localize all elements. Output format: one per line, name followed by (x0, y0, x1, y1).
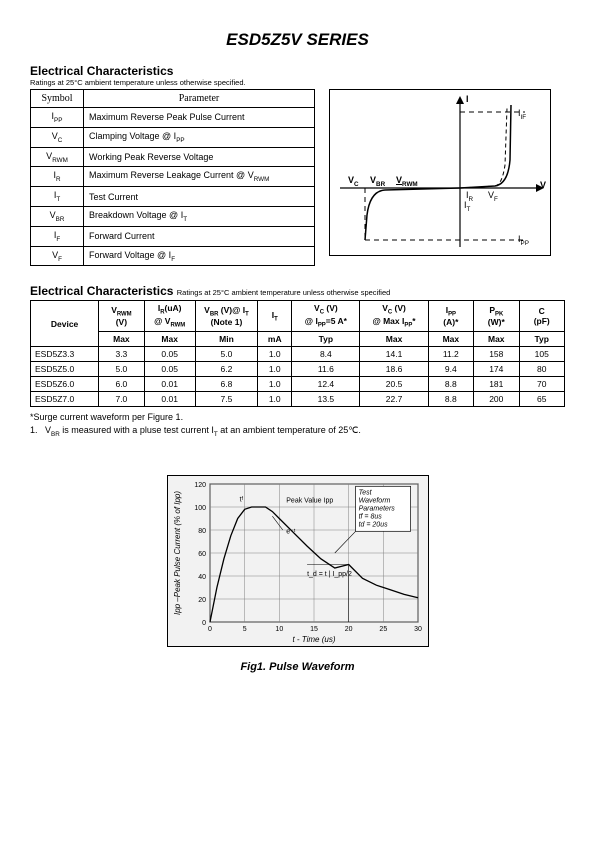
col-symbol: Symbol (31, 90, 84, 108)
table-row: VFForward Voltage @ IF (31, 246, 315, 266)
vf-label: VF (488, 190, 498, 203)
footnote-surge: *Surge current waveform per Figure 1. (30, 411, 565, 425)
svg-text:20: 20 (344, 626, 352, 633)
section2-subnote: Ratings at 25°C ambient temperature unle… (177, 288, 391, 297)
svg-text:120: 120 (194, 482, 206, 489)
svg-text:t - Time (us): t - Time (us) (292, 635, 335, 644)
svg-text:0: 0 (202, 620, 206, 627)
svg-text:15: 15 (310, 626, 318, 633)
svg-text:Ipp –Peak Pulse Current (% of: Ipp –Peak Pulse Current (% of Ipp) (173, 491, 182, 615)
footnotes: *Surge current waveform per Figure 1. 1.… (30, 411, 565, 440)
svg-text:0: 0 (208, 626, 212, 633)
svg-text:Waveform: Waveform (358, 498, 390, 505)
section1-subnote: Ratings at 25°C ambient temperature unle… (30, 78, 565, 87)
table-row: ESD5Z7.07.00.017.51.013.522.78.820065 (31, 391, 565, 406)
svg-text:Peak Value Ipp: Peak Value Ipp (286, 498, 333, 505)
table-row: VBRBreakdown Voltage @ IT (31, 206, 315, 226)
parameter-table: Symbol Parameter IPPMaximum Reverse Peak… (30, 89, 315, 266)
svg-text:tf = 8us: tf = 8us (358, 514, 382, 521)
axis-i-label: I (466, 94, 469, 104)
footnote-1: 1. VBR is measured with a pluse test cur… (44, 424, 565, 439)
svg-text:30: 30 (414, 626, 422, 633)
svg-text:80: 80 (198, 528, 206, 535)
svg-text:20: 20 (198, 597, 206, 604)
svg-text:e⁻ᵗ: e⁻ᵗ (286, 529, 296, 536)
svg-text:5: 5 (242, 626, 246, 633)
iv-curve-diagram: I V IIF VC VBR VRWM IR VF IT IPP (329, 89, 551, 256)
section2-heading: Electrical Characteristics Ratings at 25… (30, 284, 565, 298)
svg-text:td = 20us: td = 20us (358, 522, 387, 529)
it-label: IT (464, 200, 470, 213)
table-row: IRMaximum Reverse Leakage Current @ VRWM (31, 167, 315, 187)
spec-table: DeviceVRWM(V)IR(uA)@ VRWMVBR (V)@ IT(Not… (30, 300, 565, 406)
table-row: VCClamping Voltage @ IPP (31, 127, 315, 147)
vbr-label: VBR (370, 175, 385, 188)
pulse-waveform-chart: 0 5 10 15 20 25 30 0 20 40 60 80 100 120 t - Time (us)… (167, 475, 429, 647)
table-row: ESD5Z3.33.30.055.01.08.414.111.2158105 (31, 346, 565, 361)
table-row: IPPMaximum Reverse Peak Pulse Current (31, 108, 315, 128)
page-title: ESD5Z5V SERIES (30, 30, 565, 50)
ipp-label: IPP (518, 234, 529, 247)
col-parameter: Parameter (84, 90, 315, 108)
vrwm-label: VRWM (396, 175, 418, 188)
axis-v-label: V (540, 180, 546, 190)
figure-caption: Fig1. Pulse Waveform (30, 661, 565, 673)
table-row: VRWMWorking Peak Reverse Voltage (31, 147, 315, 167)
svg-text:Parameters: Parameters (358, 506, 395, 513)
if-label: IIF (518, 108, 526, 121)
svg-text:100: 100 (194, 505, 206, 512)
table-row: IFForward Current (31, 226, 315, 246)
table-row: ITTest Current (31, 187, 315, 207)
section1-heading: Electrical Characteristics (30, 64, 565, 78)
vc-label: VC (348, 175, 359, 188)
svg-text:25: 25 (379, 626, 387, 633)
table-row: ESD5Z6.06.00.016.81.012.420.58.818170 (31, 376, 565, 391)
table-row: ESD5Z5.05.00.056.21.011.618.69.417480 (31, 361, 565, 376)
svg-text:60: 60 (198, 551, 206, 558)
svg-text:10: 10 (275, 626, 283, 633)
svg-text:40: 40 (198, 574, 206, 581)
svg-text:t_d = t | I_pp/2: t_d = t | I_pp/2 (307, 571, 352, 578)
svg-text:Test: Test (358, 490, 372, 497)
svg-text:tᶠ: tᶠ (239, 497, 243, 504)
